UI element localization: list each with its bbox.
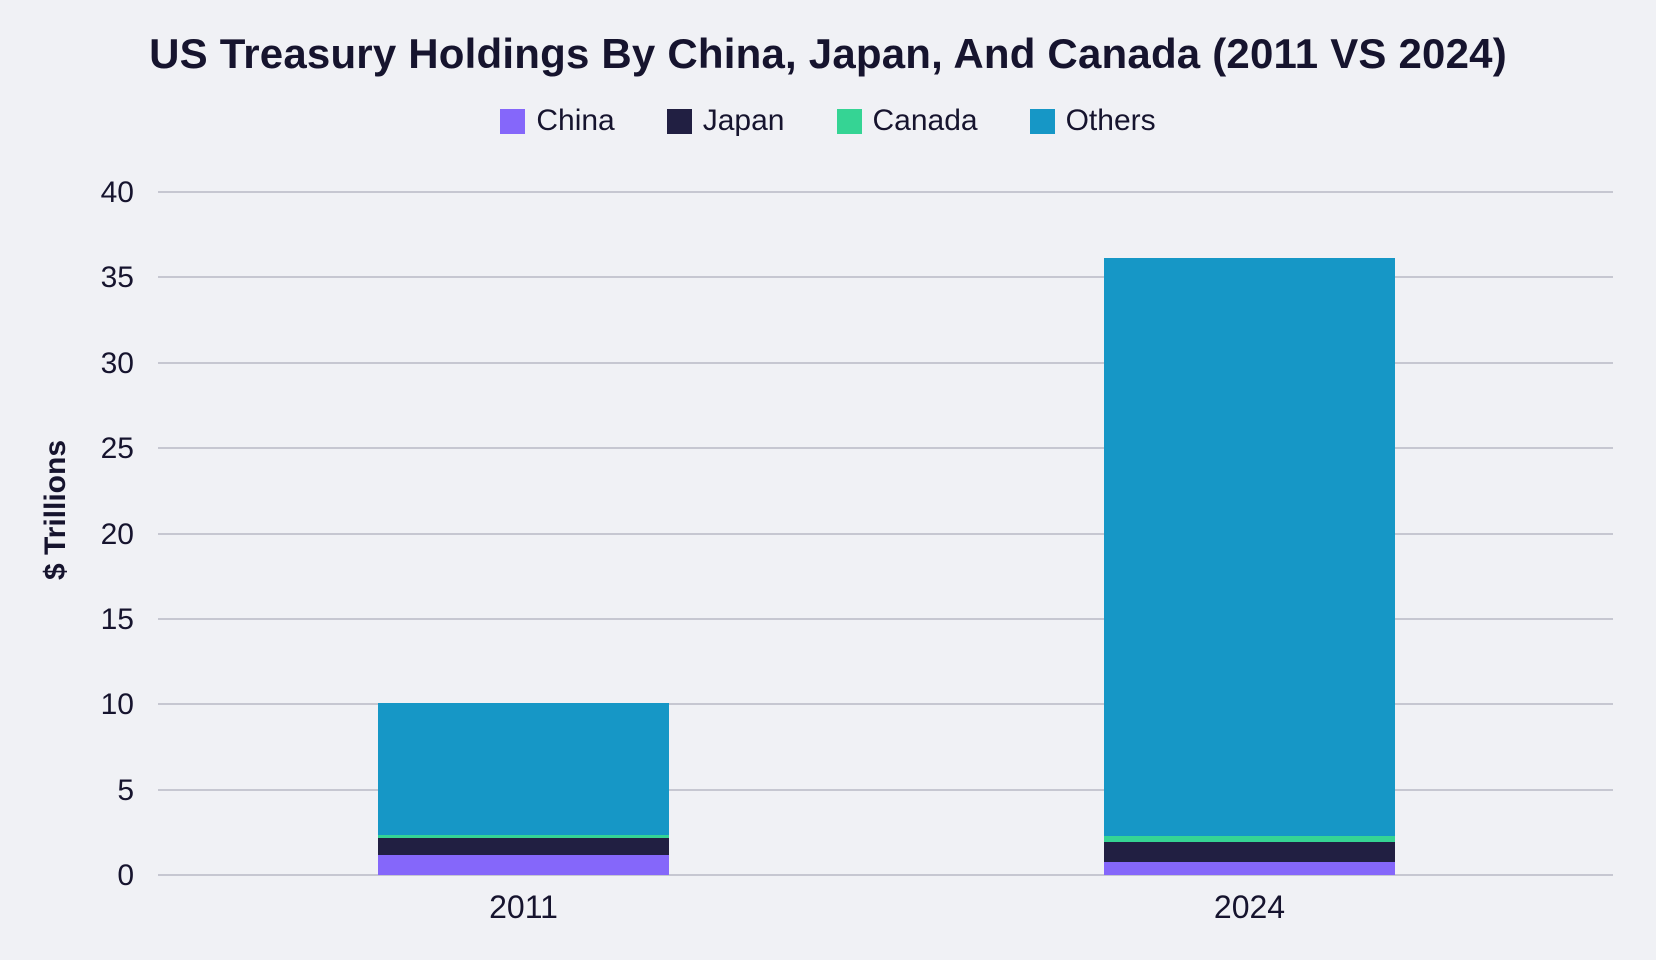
legend-item-china[interactable]: China [500,104,615,138]
bar-segment-2011-japan[interactable] [378,838,669,855]
legend-item-canada[interactable]: Canada [836,104,978,138]
gridline-10 [158,703,1613,706]
legend-swatch-canada [836,108,862,134]
gridline-30 [158,361,1613,364]
plot-area: $ Trillions 0 5 10 15 20 25 30 35 40 2011 2024 [39,176,1613,925]
y-tick-label-10: 10 [100,688,134,722]
legend-label: Others [1065,104,1156,137]
y-tick-label-20: 20 [100,517,134,551]
y-tick-label-30: 30 [100,346,134,380]
bar-segment-2024-china[interactable] [1104,861,1395,875]
gridline-35 [158,276,1613,279]
bar-2024 [1104,192,1395,875]
y-tick-label-0: 0 [117,859,134,892]
gridline-5 [158,788,1613,791]
y-tick-label-5: 5 [117,773,134,807]
legend-label: Canada [872,104,978,137]
y-tick-label-35: 35 [100,261,134,295]
y-tick-label-40: 40 [100,176,134,209]
x-axis-label-2024: 2024 [1213,889,1286,925]
bar-segment-2011-china[interactable] [378,854,669,875]
gridline-25 [158,447,1613,450]
y-tick-label-25: 25 [100,432,134,466]
bar-segment-2024-others[interactable] [1104,258,1395,837]
legend-swatch-others [1029,108,1055,134]
bar-segment-2024-canada[interactable] [1104,836,1395,843]
y-axis-title: $ Trillions [39,439,72,581]
gridline-20 [158,532,1613,535]
gridline-15 [158,617,1613,620]
legend-label: China [536,104,615,137]
legend-item-japan[interactable]: Japan [666,104,785,138]
bar-segment-2011-canada[interactable] [378,834,669,839]
bar-2011 [378,192,669,875]
gridline-0 [158,874,1613,876]
y-tick-label-15: 15 [100,602,134,636]
bar-segment-2024-japan[interactable] [1104,842,1395,862]
legend-item-others[interactable]: Others [1029,104,1156,138]
legend-label: Japan [702,104,785,137]
x-axis-label-2011: 2011 [489,889,558,925]
bar-segment-2011-others[interactable] [378,702,669,835]
chart-title: US Treasury Holdings By China, Japan, An… [149,30,1507,77]
legend-swatch-japan [666,108,692,134]
gridline-40 [158,191,1613,193]
legend-swatch-china [500,108,526,134]
legend: China Japan Canada Others [0,104,1656,138]
